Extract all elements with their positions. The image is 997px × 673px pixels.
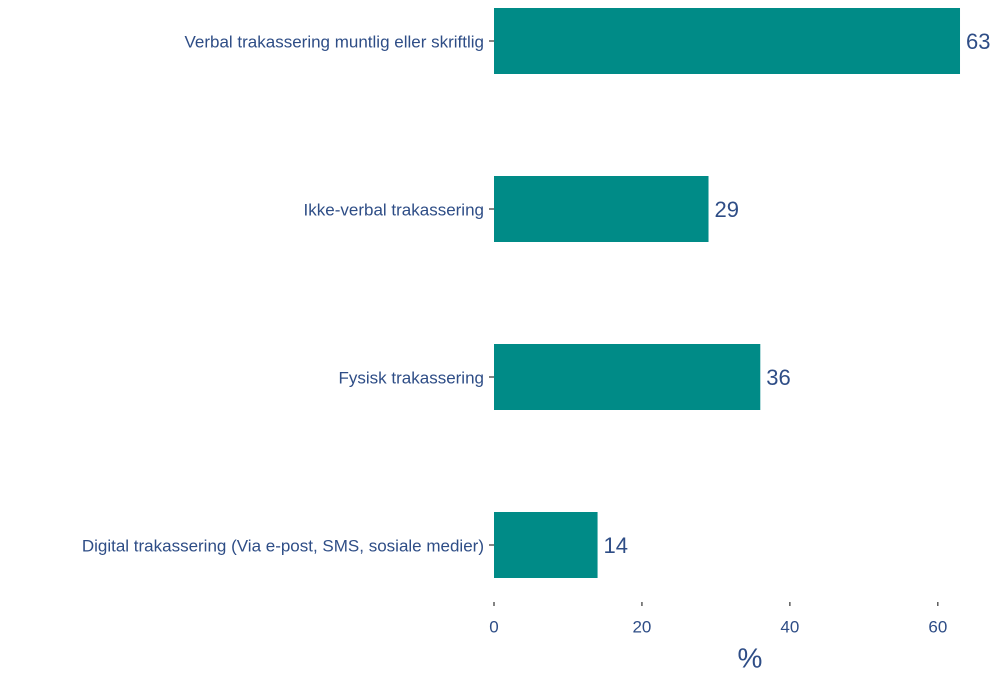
value-label: 14 [604, 533, 628, 558]
value-label: 29 [715, 197, 739, 222]
value-label: 36 [766, 365, 790, 390]
y-tick-label: Digital trakassering (Via e-post, SMS, s… [82, 536, 484, 555]
y-tick-label: Verbal trakassering muntlig eller skrift… [184, 32, 484, 51]
x-tick-label: 40 [780, 617, 799, 636]
x-tick-label: 0 [489, 617, 498, 636]
y-tick-label: Ikke-verbal trakassering [304, 200, 484, 219]
bar [494, 176, 709, 242]
x-axis-label: % [738, 642, 763, 673]
bar [494, 512, 598, 578]
bar [494, 8, 961, 74]
x-tick-label: 20 [632, 617, 651, 636]
bar [494, 344, 761, 410]
value-label: 63 [966, 29, 990, 54]
y-tick-label: Fysisk trakassering [339, 368, 484, 387]
x-tick-label: 60 [928, 617, 947, 636]
